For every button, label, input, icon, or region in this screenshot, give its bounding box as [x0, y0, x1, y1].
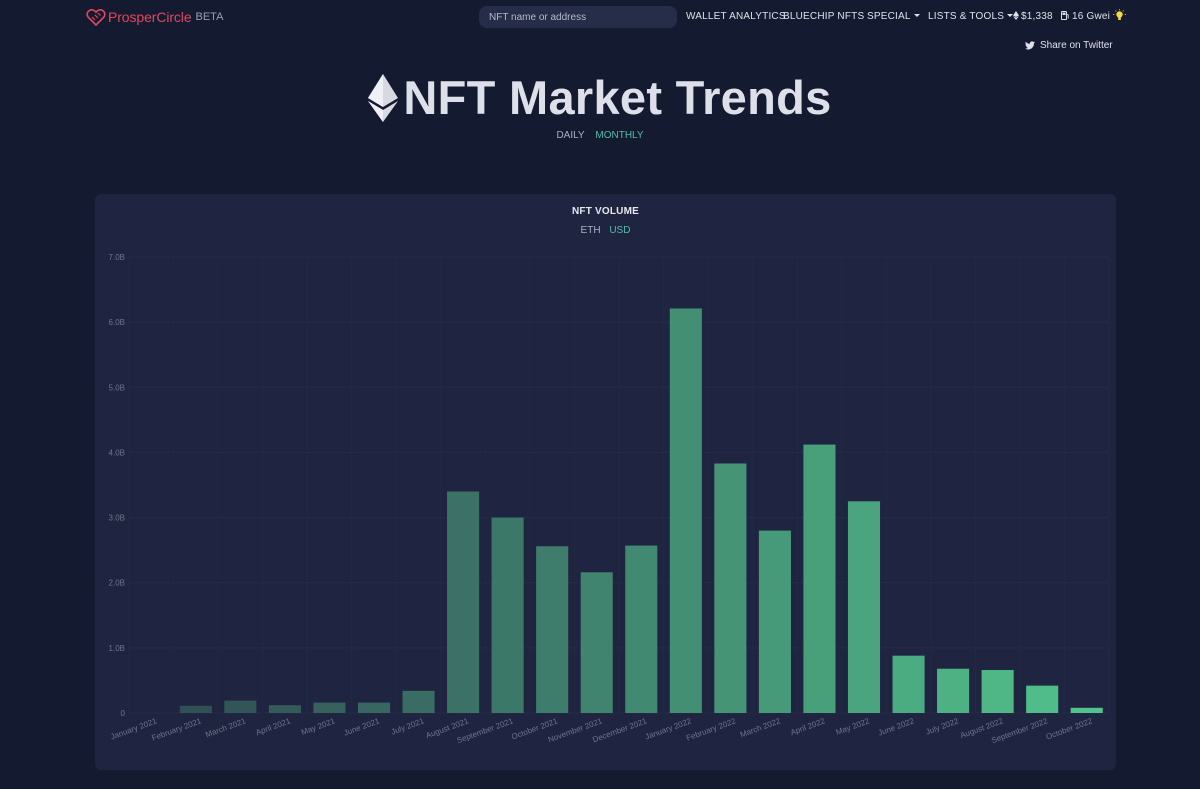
nav-special-label: SPECIAL [867, 11, 911, 22]
gas-price-indicator: 16 Gwei [1061, 11, 1110, 22]
y-tick-label: 2.0B [109, 579, 125, 588]
gas-pump-icon [1061, 11, 1069, 20]
chevron-down-icon [1007, 14, 1014, 17]
y-tick-label: 7.0B [109, 253, 125, 262]
unit-toggle: ETH USD [95, 225, 1116, 236]
nav-lists-tools-label: LISTS & TOOLS [928, 11, 1005, 22]
nft-volume-card: NFT VOLUME ETH USD 0 1.0B 2.0B 3.0B 4.0B 5.0B… [95, 194, 1116, 770]
y-tick-label: 5.0B [109, 383, 125, 392]
bar-may-2021 [313, 702, 346, 713]
eth-price-value: $1,338 [1021, 11, 1053, 22]
y-tick-label: 1.0B [109, 644, 125, 653]
bar-november-2021 [580, 572, 613, 713]
chart-title: NFT VOLUME [572, 206, 639, 217]
bar-march-2021 [224, 700, 257, 713]
unit-usd-tab[interactable]: USD [609, 225, 631, 236]
beta-badge: BETA [195, 11, 224, 23]
y-tick-label: 6.0B [109, 318, 125, 327]
x-tick-label: June 2022 [877, 716, 916, 737]
bar-october-2022 [1070, 707, 1103, 713]
x-tick-label: July 2022 [925, 716, 961, 736]
bar-june-2021 [357, 702, 391, 713]
page-title: NFT Market Trends [0, 70, 1200, 125]
unit-eth-tab[interactable]: ETH [580, 225, 601, 236]
twitter-icon [1025, 41, 1035, 50]
page-title-text: NFT Market Trends [403, 71, 832, 124]
bar-april-2021 [268, 705, 301, 713]
bar-april-2022 [803, 444, 836, 713]
bar-august-2022 [981, 670, 1014, 713]
share-on-twitter-link[interactable]: Share on Twitter [1025, 40, 1113, 51]
x-tick-label: March 2022 [739, 716, 782, 739]
nav-lists-tools-dropdown[interactable]: LISTS & TOOLS [928, 11, 1014, 22]
bar-october-2021 [536, 546, 569, 713]
bar-may-2022 [847, 501, 881, 713]
bar-december-2021 [625, 545, 658, 713]
brand-name: ProsperCircle [108, 9, 192, 25]
x-tick-label: May 2021 [300, 716, 337, 737]
x-tick-label: June 2021 [342, 716, 381, 737]
x-tick-label: March 2021 [204, 716, 247, 739]
nav-wallet-analytics[interactable]: WALLET ANALYTICS [686, 11, 786, 22]
x-tick-label: February 2022 [685, 716, 737, 742]
brand-logo-link[interactable]: ProsperCircle BETA [86, 8, 223, 26]
x-tick-label: October 2022 [1045, 716, 1094, 741]
gas-price-value: 16 Gwei [1072, 11, 1111, 22]
y-tick-label: 4.0B [109, 448, 125, 457]
bar-august-2021 [447, 491, 480, 713]
ethereum-icon [1013, 11, 1019, 20]
search-input[interactable] [479, 6, 677, 28]
eth-price-indicator: $1,338 [1013, 11, 1053, 22]
heart-logo-icon [86, 9, 106, 26]
top-navbar: ProsperCircle BETA WALLET ANALYTICS BLUE… [0, 0, 1200, 34]
bar-february-2022 [714, 463, 747, 713]
period-toggle: DAILY MONTHLY [0, 130, 1200, 141]
bar-july-2022 [937, 668, 970, 713]
y-tick-label: 3.0B [109, 514, 125, 523]
chevron-down-icon [913, 14, 920, 17]
bar-january-2022 [669, 308, 702, 713]
bar-september-2021 [491, 517, 524, 713]
y-tick-label: 0 [121, 709, 126, 718]
period-daily-tab[interactable]: DAILY [556, 130, 585, 141]
bar-june-2022 [892, 655, 925, 713]
share-label: Share on Twitter [1040, 40, 1113, 51]
nav-special-dropdown[interactable]: SPECIAL [867, 11, 920, 22]
bar-july-2021 [402, 690, 435, 713]
lightbulb-theme-toggle-icon[interactable] [1113, 9, 1126, 23]
bar-february-2021 [179, 705, 212, 713]
period-monthly-tab[interactable]: MONTHLY [595, 130, 644, 141]
bar-september-2022 [1026, 685, 1059, 713]
ethereum-icon [368, 73, 399, 122]
x-tick-label: July 2021 [390, 716, 426, 736]
x-tick-label: May 2022 [835, 716, 872, 737]
x-tick-label: February 2021 [151, 716, 203, 742]
bar-march-2022 [758, 530, 791, 713]
nav-bluechip-nfts[interactable]: BLUECHIP NFTS [783, 11, 865, 22]
x-tick-label: April 2021 [255, 716, 292, 737]
x-tick-label: April 2022 [789, 716, 826, 737]
